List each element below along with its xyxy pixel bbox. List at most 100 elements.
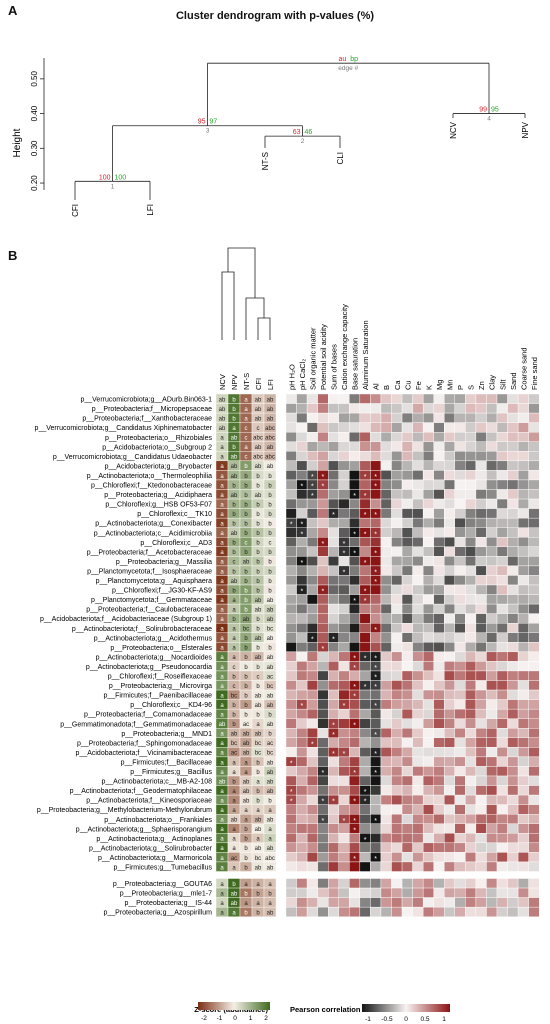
correlation-cell	[338, 489, 350, 500]
correlation-cell	[507, 747, 519, 758]
correlation-cell	[517, 537, 529, 548]
correlation-cell	[412, 842, 424, 853]
significance-letters: ab	[267, 397, 274, 403]
heatmap-row: p__Planctomycetota;f__Gemmataceae a a b ab ab…	[91, 594, 540, 605]
significance-letters: b	[232, 617, 236, 623]
significance-letters: a	[256, 722, 260, 728]
significance-asterisk: *	[322, 589, 325, 596]
correlation-cell	[401, 887, 413, 898]
correlation-cell	[380, 537, 392, 548]
significance-letters: a	[232, 865, 236, 871]
significance-letters: b	[244, 865, 248, 871]
significance-letters: ab	[231, 464, 238, 470]
significance-letters: b	[244, 474, 248, 480]
correlation-cell	[507, 852, 519, 863]
significance-letters: c	[245, 455, 248, 461]
correlation-cell	[285, 594, 297, 605]
column-dendrogram-branch	[221, 271, 235, 340]
correlation-cell	[401, 537, 413, 548]
correlation-cell	[444, 718, 456, 729]
correlation-cell	[306, 498, 318, 509]
au-value: 95	[198, 119, 206, 126]
correlation-cell	[465, 575, 477, 586]
correlation-cell	[475, 623, 487, 633]
correlation-cell	[454, 689, 466, 700]
correlation-cell	[422, 823, 434, 834]
correlation-cell	[454, 422, 466, 433]
correlation-cell	[433, 794, 445, 805]
significance-letters: ab	[255, 846, 262, 852]
correlation-cell	[285, 661, 297, 672]
correlation-cell	[412, 460, 424, 471]
correlation-cell	[528, 878, 540, 889]
correlation-cell	[401, 594, 413, 605]
correlation-cell	[296, 680, 308, 691]
taxon-label: p__Actinobacteriota;o__Frankiales	[104, 817, 212, 824]
correlation-cell	[475, 575, 487, 586]
correlation-cell	[391, 517, 403, 528]
heatmap-row: p__Actinobacteriota;o__Frankiales a ab a ab a…	[104, 814, 540, 825]
correlation-cell	[391, 584, 403, 595]
significance-letters: c	[245, 426, 248, 432]
taxon-label: p__Verrucomicrobiota;g__ADurb.Bin063-1	[80, 397, 212, 404]
correlation-cell	[486, 661, 498, 672]
correlation-cell	[296, 708, 308, 719]
significance-asterisk: *	[374, 512, 377, 519]
significance-asterisk: *	[300, 522, 303, 529]
significance-letters: a	[220, 891, 224, 897]
significance-letters: c	[245, 436, 248, 442]
significance-letters: a	[244, 818, 248, 824]
correlation-cell	[412, 897, 424, 908]
correlation-cell	[507, 517, 519, 528]
significance-letters: a	[232, 911, 236, 917]
taxon-label: p__Chloroflexi;c__AD3	[140, 540, 212, 547]
significance-asterisk: *	[353, 665, 356, 672]
significance-letters: a	[220, 684, 224, 690]
correlation-cell	[401, 584, 413, 595]
correlation-cell	[507, 708, 519, 719]
correlation-cell	[528, 852, 540, 863]
correlation-cell	[370, 775, 382, 786]
significance-letters: ab	[219, 779, 226, 785]
significance-letters: ab	[231, 474, 238, 480]
significance-letters: b	[232, 703, 236, 709]
taxon-label: p__Chloroflexi;c__TK10	[137, 511, 212, 518]
correlation-cell	[391, 527, 403, 538]
correlation-cell	[349, 861, 361, 872]
significance-letters: ab	[243, 798, 250, 804]
correlation-cell	[317, 804, 329, 815]
correlation-cell	[306, 718, 318, 729]
correlation-cell	[296, 747, 308, 758]
significance-letters: a	[220, 550, 224, 556]
correlation-cell	[328, 737, 339, 748]
correlation-cell	[496, 794, 508, 805]
heatmap-row: p__Proteobacteria;g__IS-44 a ab a a a	[124, 897, 540, 908]
significance-letters: a	[220, 856, 224, 862]
correlation-cell	[528, 584, 540, 595]
leaf-label: NCV	[449, 121, 458, 139]
correlation-cell	[475, 737, 487, 748]
correlation-cell	[317, 728, 329, 739]
correlation-cell	[380, 699, 392, 710]
correlation-cell	[412, 823, 424, 834]
correlation-cell	[528, 756, 540, 767]
correlation-cell	[475, 887, 487, 898]
correlation-cell	[349, 508, 361, 519]
significance-asterisk: *	[353, 770, 356, 777]
correlation-cell	[359, 460, 371, 471]
correlation-cell	[401, 852, 413, 863]
correlation-cell	[317, 651, 329, 662]
correlation-cell	[338, 451, 350, 462]
z-legend-bar	[198, 1002, 270, 1010]
correlation-cell	[370, 842, 382, 853]
correlation-cell	[528, 623, 540, 633]
correlation-cell	[433, 861, 445, 872]
heatmap-row: p__Proteobacteria;g__GOUTA6 a b a a a	[113, 878, 540, 889]
correlation-cell	[412, 594, 424, 605]
correlation-cell	[349, 460, 361, 471]
taxon-label: p__Proteobacteria;f__Micropepsaceae	[92, 406, 212, 413]
significance-letters: b	[244, 846, 248, 852]
significance-letters: a	[220, 693, 224, 699]
soil-variable-label: Soil organic matter	[308, 327, 317, 390]
correlation-cell	[422, 766, 434, 777]
